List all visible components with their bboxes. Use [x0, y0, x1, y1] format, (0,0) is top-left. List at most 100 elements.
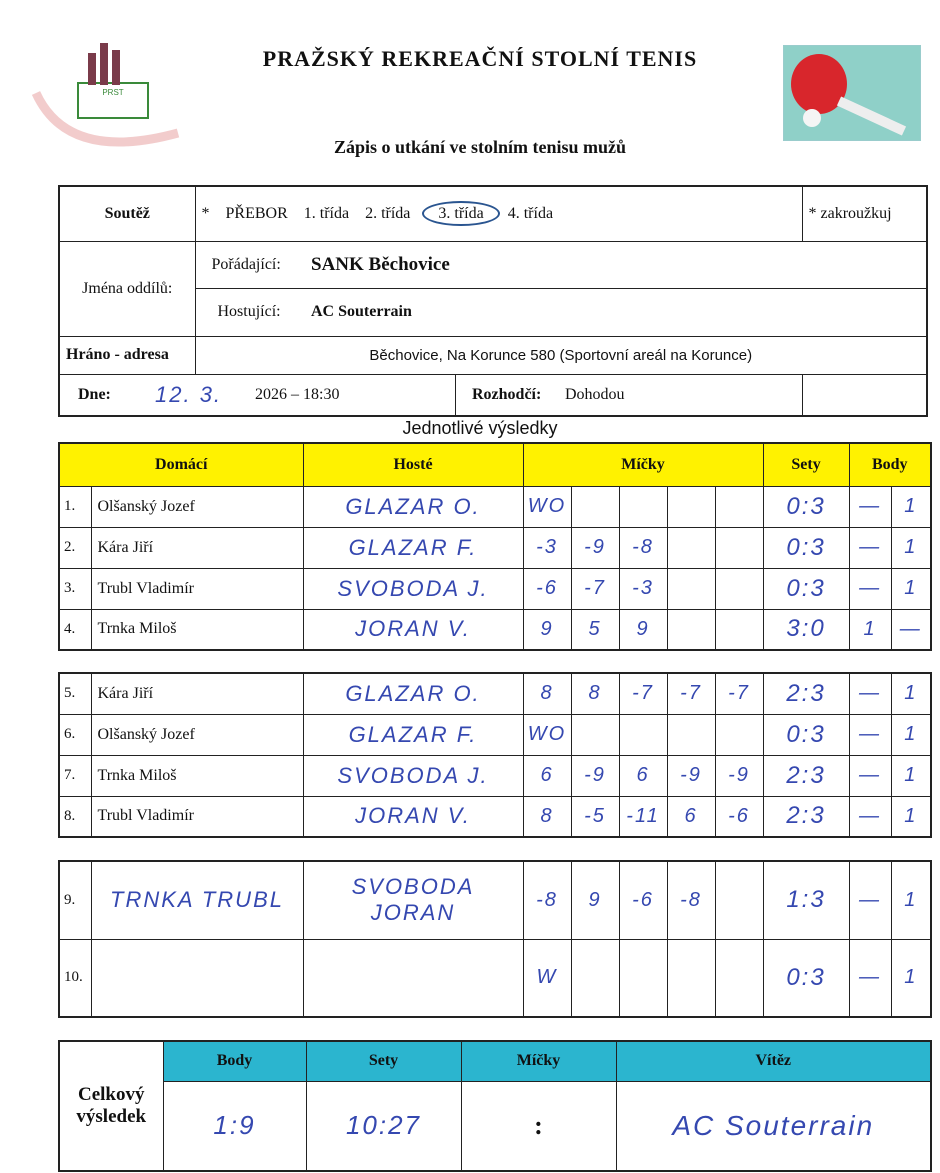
home-point: —	[848, 938, 892, 1018]
ball-score: -11	[618, 795, 668, 838]
ball-score: 9	[618, 608, 668, 651]
matches-table-1: Domácí Hosté Míčky Sety Body 1. Olšanský Jozef…	[58, 442, 932, 651]
competition-classes: * PŘEBOR 1. třída 2. třída 3. třída 4. t…	[194, 185, 802, 242]
set-score: 2:3	[762, 672, 850, 715]
class-4[interactable]: 4. třída	[507, 204, 554, 222]
home-point: —	[848, 713, 892, 756]
class-2[interactable]: 2. třída	[365, 204, 411, 222]
match-row: 8. Trubl Vladimír JORAN V. 8 -5 -11 6 -6 2:3—1	[58, 795, 932, 838]
ball-score: -9	[714, 754, 764, 797]
set-score: 0:3	[762, 526, 850, 569]
away-point: —	[890, 608, 932, 651]
ball-score: -9	[570, 526, 620, 569]
match-number: 4.	[58, 608, 92, 651]
match-info-table: Soutěž * PŘEBOR 1. třída 2. třída 3. tří…	[58, 185, 928, 417]
set-score: 0:3	[762, 938, 850, 1018]
ball-score: -8	[522, 860, 572, 940]
match-row: 6. Olšanský Jozef GLAZAR F. WO 0:3—1	[58, 713, 932, 756]
set-score: 2:3	[762, 795, 850, 838]
home-point: —	[848, 795, 892, 838]
home-point: —	[848, 567, 892, 610]
home-point: 1	[848, 608, 892, 651]
away-team-label: Hostující:	[194, 287, 305, 337]
away-player: GLAZAR O.	[302, 485, 524, 528]
referee: Dohodou	[565, 385, 625, 403]
match-number: 9.	[58, 860, 92, 940]
circle-note: * zakroužkuj	[801, 185, 928, 242]
ball-score: 6	[522, 754, 572, 797]
set-score: 3:0	[762, 608, 850, 651]
home-team: SANK Běchovice	[305, 240, 928, 289]
svg-text:PRST: PRST	[102, 88, 123, 97]
winner: AC Souterrain	[615, 1080, 932, 1172]
ball-score	[570, 938, 620, 1018]
match-number: 10.	[58, 938, 92, 1018]
match-row: 7. Trnka Miloš SVOBODA J. 6 -9 6 -9 -9 2:3—1	[58, 754, 932, 797]
ball-score	[714, 608, 764, 651]
ball-score: -8	[618, 526, 668, 569]
results-title: Jednotlivé výsledky	[402, 418, 558, 438]
home-player: Kára Jiří	[90, 526, 304, 569]
ball-score: 8	[570, 672, 620, 715]
ball-score: -9	[570, 754, 620, 797]
star: *	[201, 204, 210, 222]
away-player: GLAZAR F.	[302, 713, 524, 756]
match-number: 2.	[58, 526, 92, 569]
away-player: JORAN V.	[302, 608, 524, 651]
ball-score: 5	[570, 608, 620, 651]
date-label: Dne:	[78, 385, 111, 403]
home-player: Trnka Miloš	[90, 608, 304, 651]
ball-score: 9	[522, 608, 572, 651]
total-sets: 10:27	[305, 1080, 462, 1172]
ball-score: -8	[666, 860, 716, 940]
home-point: —	[848, 672, 892, 715]
date-referee-row: Dne: 12. 3. 2026 – 18:30 Rozhodčí: Dohod…	[58, 373, 803, 417]
away-player: JORAN V.	[302, 795, 524, 838]
match-row: 9. TRNKA TRUBL SVOBODA JORAN -8 9 -6 -8 1:3—1	[58, 860, 932, 940]
class-3-selected[interactable]: 3. třída	[422, 200, 500, 226]
ball-score: 9	[570, 860, 620, 940]
ball-score: -6	[522, 567, 572, 610]
col-away: Hosté	[302, 442, 524, 487]
ball-score: W	[522, 938, 572, 1018]
ball-score: WO	[522, 713, 572, 756]
ball-score: 6	[618, 754, 668, 797]
ball-score	[714, 713, 764, 756]
ball-score	[618, 713, 668, 756]
date-time: 2026 – 18:30	[255, 385, 340, 403]
ball-score: -3	[618, 567, 668, 610]
ball-score: 8	[522, 672, 572, 715]
ball-score	[570, 485, 620, 528]
away-point: 1	[890, 713, 932, 756]
ball-score	[618, 485, 668, 528]
home-team-label: Pořádající:	[194, 240, 305, 289]
referee-label: Rozhodčí:	[455, 374, 565, 415]
teams-label: Jména oddílů:	[58, 240, 196, 337]
ball-score: -5	[570, 795, 620, 838]
home-player: Kára Jiří	[90, 672, 304, 715]
sum-header-balls: Míčky	[460, 1040, 617, 1082]
home-player: Olšanský Jozef	[90, 713, 304, 756]
sum-header-points: Body	[162, 1040, 307, 1082]
away-player: SVOBODA JORAN	[302, 860, 524, 940]
ball-score	[714, 567, 764, 610]
match-number: 7.	[58, 754, 92, 797]
ball-score: -9	[666, 754, 716, 797]
ball-score	[714, 526, 764, 569]
ball-score	[666, 485, 716, 528]
col-balls: Míčky	[522, 442, 764, 487]
home-player: TRNKA TRUBL	[90, 860, 304, 940]
overall-result-table: Celkový výsledek Body Sety Míčky Vítěz 1…	[58, 1040, 932, 1172]
set-score: 0:3	[762, 567, 850, 610]
set-score: 1:3	[762, 860, 850, 940]
home-player: Trnka Miloš	[90, 754, 304, 797]
home-player: Olšanský Jozef	[90, 485, 304, 528]
ball-score: -7	[714, 672, 764, 715]
sum-header-winner: Vítěz	[615, 1040, 932, 1082]
away-player: GLAZAR F.	[302, 526, 524, 569]
match-number: 6.	[58, 713, 92, 756]
class-prebor[interactable]: PŘEBOR	[225, 204, 288, 222]
ball-score: -3	[522, 526, 572, 569]
match-number: 5.	[58, 672, 92, 715]
class-1[interactable]: 1. třída	[303, 204, 350, 222]
